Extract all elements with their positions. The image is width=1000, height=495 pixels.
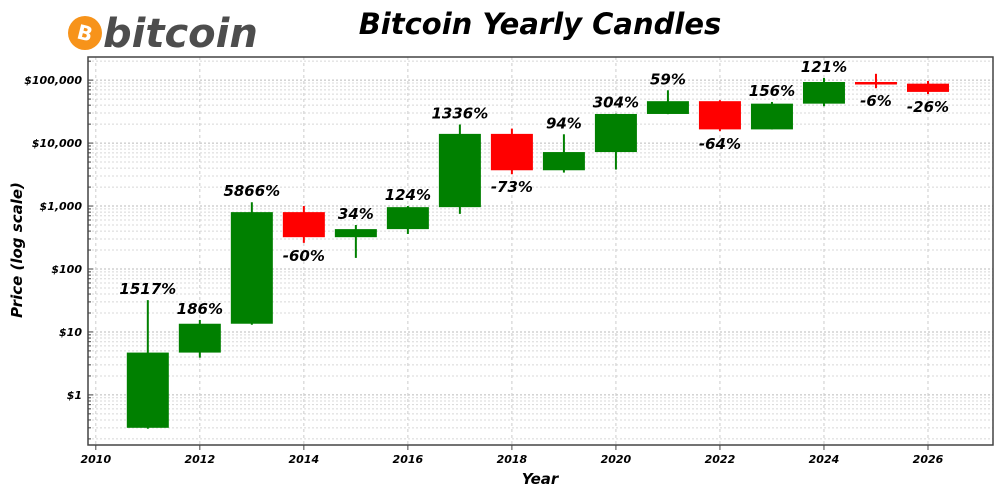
candle-body [594,113,637,153]
candle-change-label: 121% [801,58,847,76]
candle-2012: 186% [177,300,223,358]
candle-change-label: 304% [593,94,639,112]
y-tick-label: $1,000 [40,200,83,213]
candle-2024: 121% [801,58,847,107]
x-tick-label: 2020 [601,453,632,466]
candle-2023: 156% [749,82,795,130]
candle-2018: -73% [490,128,533,196]
candle-2015: 34% [334,205,377,258]
x-tick-label: 2026 [913,453,944,466]
y-tick-label: $1 [67,389,82,402]
x-tick-label: 2016 [393,453,424,466]
candle-body [230,212,273,324]
candle-change-label: 156% [749,82,795,100]
x-tick-label: 2012 [185,453,216,466]
candle-body [490,133,533,171]
x-tick-label: 2022 [705,453,736,466]
candle-body [386,207,429,230]
candle-change-label: -60% [283,247,325,265]
candle-2017: 1336% [431,105,488,214]
x-tick-label: 2018 [497,453,528,466]
bitcoin-logo-symbol: B [75,20,96,47]
x-tick-label: 2024 [809,453,840,466]
x-axis-label: Year [522,470,560,488]
axes: 2010 2012 2014 2016 2018 2020 2022 2024 2026 $1 $1… [24,60,944,466]
candle-2016: 124% [385,186,431,234]
bitcoin-logo: B bitcoin [68,11,258,57]
candle-body [646,101,689,114]
candle-body [854,81,897,85]
candle-body [334,229,377,238]
candle-body [698,101,741,130]
bitcoin-logo-text: bitcoin [103,11,258,57]
candle-change-label: -64% [699,135,741,153]
candle-2013: 5866% [223,182,280,325]
candle-body [906,83,949,92]
y-tick-label: $10,000 [32,137,82,150]
candle-body [542,152,585,171]
candle-2022: -64% [699,100,741,153]
candle-body [750,103,793,130]
candle-body [438,133,481,208]
candle-body [802,81,845,104]
x-tick-label: 2014 [289,453,320,466]
candle-body [178,323,221,353]
candle-change-label: 59% [650,70,686,88]
candle-change-label: 94% [546,114,582,132]
candle-change-label: 1336% [431,105,488,123]
x-tick-label: 2010 [80,453,111,466]
candle-change-label: 1517% [119,280,176,298]
candles: 1517%186% 5866% -60% 34% 124% 1336% -73% 94% 304… [119,58,949,429]
plot-frame [87,56,994,446]
candle-2020: 304% [593,94,639,170]
candle-change-label: -73% [491,178,533,196]
candle-2021: 59% [646,70,689,115]
candle-change-label: 124% [385,186,431,204]
candle-2025: -6% [854,73,897,110]
candle-2026: -26% [906,80,949,116]
candle-change-label: 34% [338,205,374,223]
y-tick-label: $10 [59,326,82,339]
y-tick-label: $100 [51,263,82,276]
candle-change-label: 186% [177,300,223,318]
candle-change-label: 5866% [223,182,280,200]
chart-title: Bitcoin Yearly Candles [359,7,722,41]
candle-body [282,212,325,238]
y-tick-label: $100,000 [24,74,82,87]
candle-change-label: -26% [907,98,949,116]
grid [88,57,993,445]
candle-2014: -60% [283,206,325,265]
candle-2011: 1517% [119,280,176,429]
candle-body [126,352,169,428]
candle-2019: 94% [542,114,585,173]
y-axis-label: Price (log scale) [8,182,26,318]
bitcoin-logo-icon [68,16,102,50]
candle-change-label: -6% [860,92,892,110]
